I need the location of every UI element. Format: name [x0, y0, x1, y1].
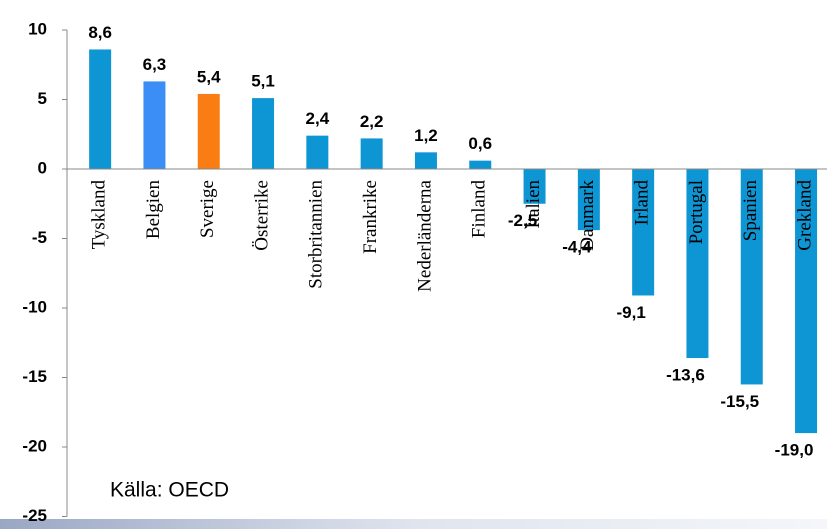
value-label: 5,4: [197, 67, 221, 86]
bar: [143, 81, 166, 169]
y-tick-label: -15: [22, 367, 47, 386]
value-label: 8,6: [88, 23, 112, 42]
x-tick-label: Grekland: [794, 180, 815, 251]
value-label: -4,4: [562, 238, 592, 257]
x-tick-label: Österrike: [251, 180, 272, 251]
value-label: 5,1: [251, 72, 275, 91]
y-tick-label: -5: [32, 228, 47, 247]
y-tick-label: -10: [22, 297, 47, 316]
bar: [197, 93, 220, 169]
annotation: Källa: OECD: [110, 479, 229, 502]
x-tick-label: Danmark: [577, 180, 598, 251]
x-tick-label: Portugal: [686, 180, 707, 244]
y-tick-label: 5: [38, 89, 47, 108]
footer-strip: [0, 519, 827, 529]
bar: [89, 49, 112, 169]
x-tick-label: Belgien: [143, 180, 164, 240]
x-tick-label: Frankrike: [360, 180, 381, 254]
value-label: 1,2: [414, 126, 438, 145]
value-label: 2,2: [360, 112, 384, 131]
value-label: 0,6: [468, 134, 492, 153]
bar: [306, 135, 329, 169]
bar: [414, 152, 437, 169]
x-tick-label: Irland: [632, 180, 653, 226]
y-tick-label: 0: [38, 158, 47, 177]
bar: [523, 169, 546, 204]
bar: [469, 160, 492, 169]
bar: [740, 169, 763, 385]
bar: [252, 98, 275, 169]
x-tick-label: Sverige: [197, 180, 218, 238]
value-label: -9,1: [617, 303, 646, 322]
bar: [360, 138, 383, 169]
y-tick-label: -20: [22, 436, 47, 455]
value-label: -13,6: [666, 366, 705, 385]
bar: [795, 169, 818, 434]
x-tick-label: Finland: [469, 180, 490, 239]
value-label: 2,4: [306, 109, 330, 128]
x-tick-label: Spanien: [740, 180, 761, 242]
x-tick-label: Italien: [523, 180, 544, 229]
y-tick-label: 10: [28, 19, 47, 38]
x-tick-label: Tyskland: [89, 180, 110, 250]
value-label: 6,3: [143, 55, 167, 74]
bar: [577, 169, 600, 231]
y-tick-label: -25: [22, 506, 47, 525]
x-tick-label: Storbritannien: [306, 180, 327, 289]
bar: [686, 169, 709, 359]
x-tick-label: Nederländerna: [414, 179, 435, 291]
value-label: -19,0: [775, 441, 814, 460]
value-label: -2,5: [508, 211, 537, 230]
value-label: -15,5: [720, 392, 759, 411]
bar: [632, 169, 655, 296]
